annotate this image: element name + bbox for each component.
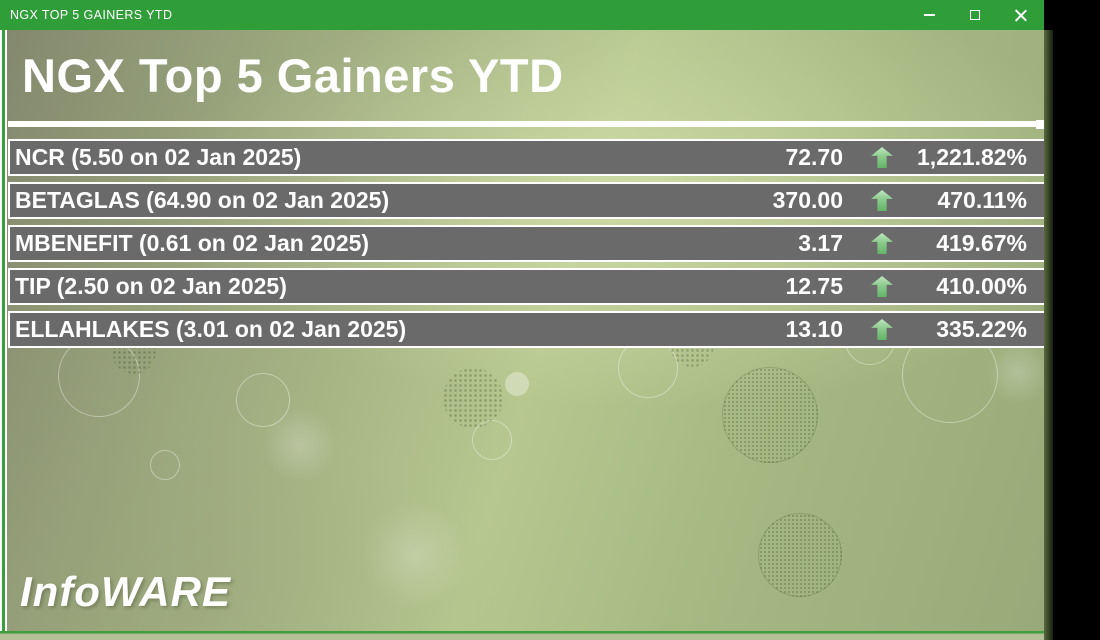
table-row: MBENEFIT (0.61 on 02 Jan 2025) 3.17 419.…: [8, 225, 1044, 262]
price-value: 13.10: [785, 316, 843, 342]
bokeh-circle: [758, 513, 842, 597]
maximize-button[interactable]: [952, 0, 998, 30]
table-row: BETAGLAS (64.90 on 02 Jan 2025) 370.00 4…: [8, 182, 1044, 219]
bokeh-circle: [443, 368, 503, 428]
price-value: 12.75: [785, 273, 843, 299]
table-row: ELLAHLAKES (3.01 on 02 Jan 2025) 13.10 3…: [8, 311, 1044, 348]
change-percent: 410.00%: [936, 273, 1027, 299]
symbol-label: TIP (2.50 on 02 Jan 2025): [15, 273, 287, 299]
close-button[interactable]: [998, 0, 1044, 30]
change-direction: [859, 233, 905, 254]
maximize-icon: [970, 10, 980, 20]
bokeh-circle: [150, 450, 180, 480]
price-value: 72.70: [785, 144, 843, 170]
page-title: NGX Top 5 Gainers YTD: [22, 49, 564, 102]
window-title: NGX TOP 5 GAINERS YTD: [10, 8, 173, 22]
close-icon: [1015, 9, 1027, 21]
symbol-label: BETAGLAS (64.90 on 02 Jan 2025): [15, 187, 390, 213]
change-percent: 335.22%: [936, 316, 1027, 342]
minimize-button[interactable]: [906, 0, 952, 30]
table-row: TIP (2.50 on 02 Jan 2025) 12.75 410.00%: [8, 268, 1044, 305]
symbol-label: MBENEFIT (0.61 on 02 Jan 2025): [15, 230, 370, 256]
infoware-logo: InfoWARE: [20, 568, 231, 615]
change-direction: [859, 319, 905, 340]
window-bottom-border: [0, 631, 1044, 640]
change-direction: [859, 190, 905, 211]
bokeh-circle: [236, 373, 290, 427]
window-left-border: [0, 30, 7, 631]
change-percent: 470.11%: [937, 187, 1027, 213]
up-arrow-icon: [871, 190, 893, 211]
change-direction: [859, 276, 905, 297]
bokeh-circle: [722, 367, 818, 463]
title-bar: NGX TOP 5 GAINERS YTD: [0, 0, 1044, 30]
up-arrow-icon: [871, 147, 893, 168]
price-value: 370.00: [772, 187, 843, 213]
change-percent: 1,221.82%: [917, 144, 1027, 170]
table-row: NCR (5.50 on 02 Jan 2025) 72.70 1,221.82…: [8, 139, 1044, 176]
window-right-shadow: [1044, 30, 1053, 640]
window-controls: [906, 0, 1044, 30]
symbol-label: ELLAHLAKES (3.01 on 02 Jan 2025): [15, 316, 407, 342]
symbol-label: NCR (5.50 on 02 Jan 2025): [15, 144, 302, 170]
change-percent: 419.67%: [936, 230, 1027, 256]
title-divider: [8, 120, 1044, 129]
bokeh-circle: [360, 500, 470, 610]
bokeh-circle: [985, 339, 1044, 405]
bokeh-circle: [505, 372, 529, 396]
up-arrow-icon: [871, 319, 893, 340]
content-area: NGX Top 5 Gainers YTD NCR (5.50 on 02 Ja…: [0, 30, 1044, 631]
minimize-icon: [923, 14, 935, 16]
up-arrow-icon: [871, 233, 893, 254]
gainers-list: NCR (5.50 on 02 Jan 2025) 72.70 1,221.82…: [8, 139, 1044, 348]
bokeh-circle: [262, 407, 338, 483]
change-direction: [859, 147, 905, 168]
price-value: 3.17: [798, 230, 843, 256]
bokeh-circle: [472, 420, 512, 460]
up-arrow-icon: [871, 276, 893, 297]
